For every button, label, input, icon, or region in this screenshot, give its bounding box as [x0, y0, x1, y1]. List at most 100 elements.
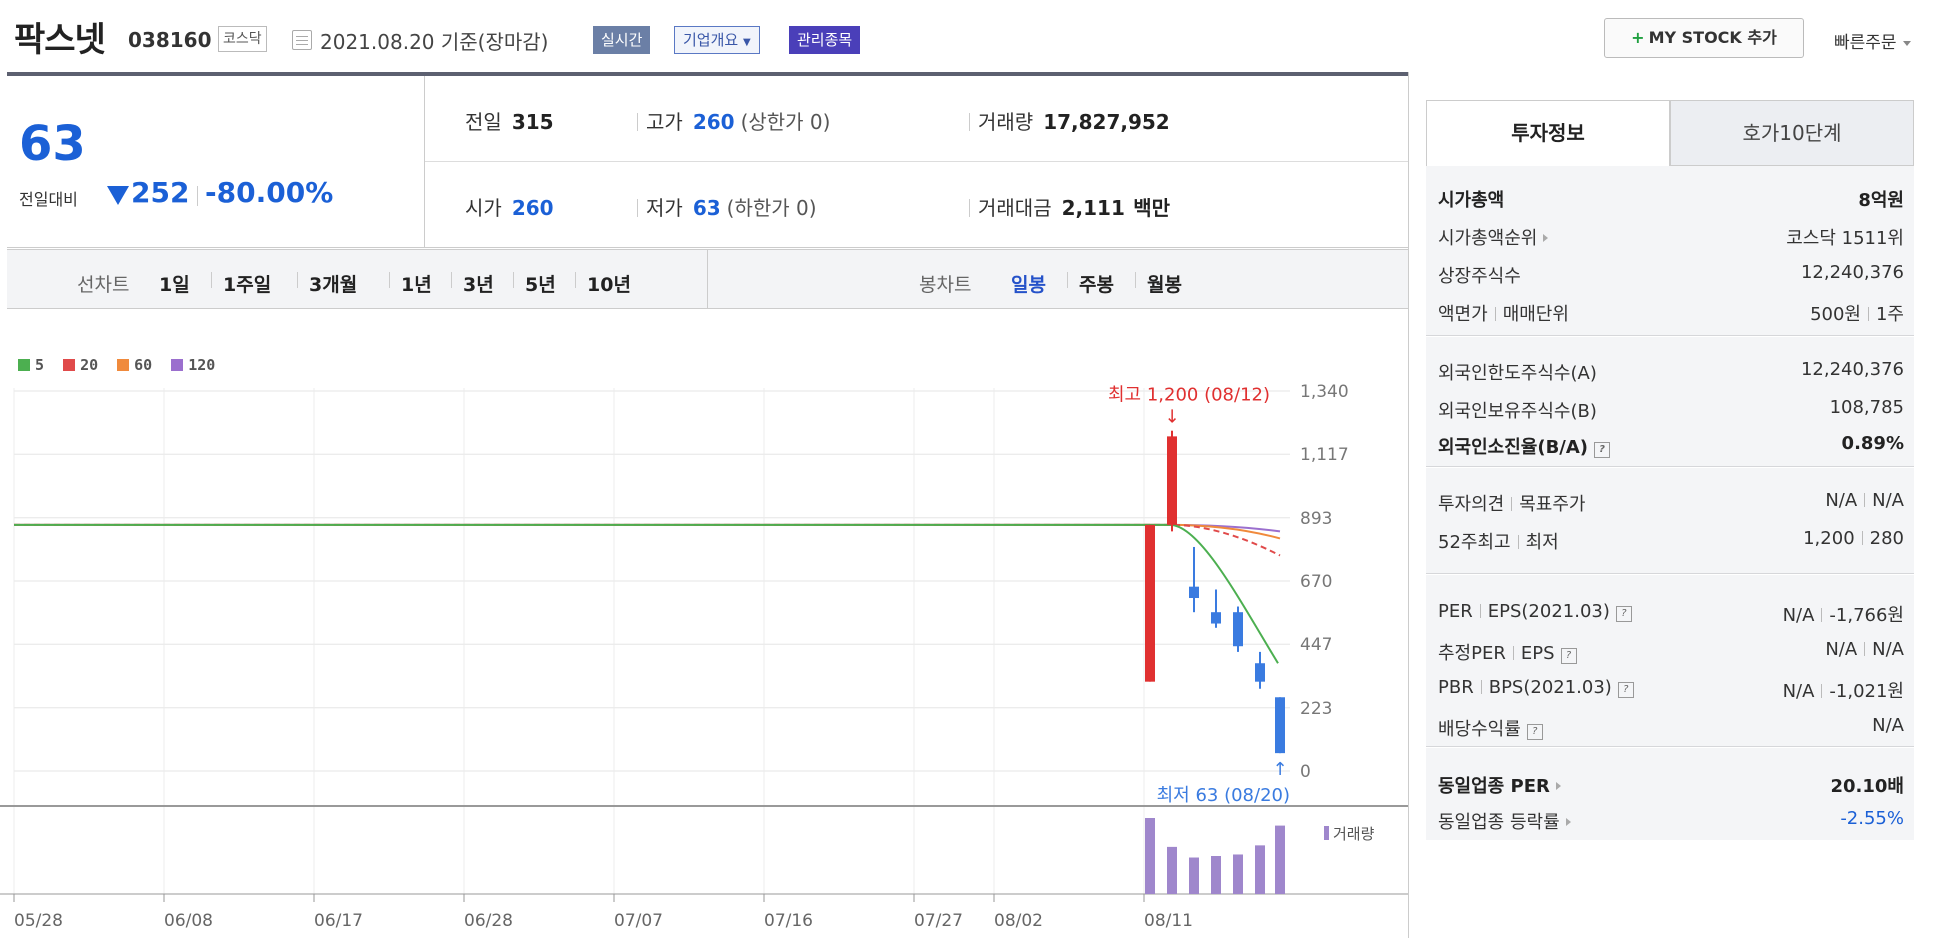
divider: [1861, 531, 1863, 545]
amount-label: 거래대금: [978, 196, 1052, 220]
change-label: 전일대비: [19, 190, 78, 209]
period-1w[interactable]: 1주일: [223, 274, 272, 296]
plus-icon: +: [1631, 28, 1645, 47]
bps-value: -1,021원: [1829, 681, 1904, 702]
caret-right-icon: [1555, 782, 1561, 790]
arrow-up-icon: ↑: [1272, 759, 1287, 780]
divider: [1821, 684, 1823, 698]
help-icon[interactable]: ?: [1560, 648, 1577, 664]
bps-label: BPS(2021.03): [1488, 677, 1612, 698]
candle-body: [1233, 612, 1243, 647]
x-tick-label: 06/28: [464, 911, 513, 931]
foreign-ratio-label: 외국인소진율(B/A): [1438, 437, 1589, 458]
volume-bar: [1167, 846, 1177, 894]
candle-body: [1211, 612, 1221, 624]
dividend-value: N/A: [1872, 715, 1904, 736]
sector-per-row[interactable]: 동일업종 PER 20.10배: [1438, 772, 1904, 810]
est-eps-value: N/A: [1872, 639, 1904, 660]
est-eps-label: EPS: [1520, 643, 1555, 664]
foreign-group: 외국인한도주식수(A) 12,240,376 외국인보유주식수(B) 108,785…: [1426, 337, 1914, 467]
help-icon[interactable]: ?: [1526, 724, 1543, 740]
sector-rate-row[interactable]: 동일업종 등락률 -2.55%: [1438, 808, 1904, 846]
dividend-row: 배당수익률? N/A: [1438, 715, 1904, 753]
divider: [513, 272, 514, 288]
market-badge: 코스닥: [218, 26, 267, 52]
divider: [1864, 493, 1866, 507]
sector-per-label: 동일업종 PER: [1438, 776, 1550, 797]
sector-rate-value: -2.55%: [1840, 808, 1904, 829]
divider: [211, 272, 212, 288]
est-per-label: 추정PER: [1438, 643, 1506, 664]
company-overview-dropdown[interactable]: 기업개요 ▼: [674, 26, 760, 54]
quick-order-dropdown[interactable]: 빠른주문: [1834, 28, 1911, 53]
high-label: 고가: [646, 110, 683, 134]
period-daily[interactable]: 일봉: [1011, 274, 1046, 296]
open-price: 시가 260: [465, 192, 554, 221]
divider: [1067, 272, 1068, 288]
divider: [707, 250, 708, 308]
divider: [451, 272, 452, 288]
amount-value: 2,111: [1061, 196, 1125, 220]
low-annotation: 최저 63 (08/20): [1157, 785, 1290, 806]
current-price-box: 63 전일대비 252 -80.00%: [7, 76, 425, 248]
realtime-button[interactable]: 실시간: [593, 26, 651, 54]
period-monthly[interactable]: 월봉: [1147, 274, 1182, 296]
stock-code: 038160: [128, 28, 212, 52]
low-price: 저가 63 (하한가 0): [637, 192, 817, 221]
add-my-stock-button[interactable]: + MY STOCK 추가: [1604, 18, 1804, 58]
add-my-stock-label: MY STOCK 추가: [1648, 28, 1777, 47]
managed-stock-badge[interactable]: 관리종목: [789, 26, 861, 54]
current-price: 63: [19, 116, 86, 172]
period-weekly[interactable]: 주봉: [1079, 274, 1114, 296]
foreign-hold-row: 외국인보유주식수(B) 108,785: [1438, 397, 1904, 435]
period-1y[interactable]: 1년: [401, 274, 432, 296]
x-tick-label: 06/17: [314, 911, 363, 931]
period-3y[interactable]: 3년: [463, 274, 494, 296]
chevron-down-icon: ▼: [742, 37, 751, 48]
calendar-icon: [292, 30, 312, 50]
volume-legend-label: 거래량: [1333, 825, 1375, 843]
investment-info: 시가총액 8억원 시가총액순위 코스닥 1511위 상장주식수 12,240,376 …: [1426, 166, 1914, 876]
divider: [637, 199, 638, 217]
period-1d[interactable]: 1일: [159, 274, 190, 296]
divider: [969, 113, 970, 131]
eps-label: EPS(2021.03): [1487, 601, 1610, 622]
opinion-row: 투자의견 목표주가 N/A N/A: [1438, 490, 1904, 528]
help-icon[interactable]: ?: [1617, 682, 1634, 698]
prev-close-value: 315: [511, 110, 554, 134]
target-value: N/A: [1872, 490, 1904, 511]
volume-value: 17,827,952: [1043, 110, 1170, 134]
divider: [969, 199, 970, 217]
tab-orderbook[interactable]: 호가10단계: [1670, 100, 1914, 166]
period-5y[interactable]: 5년: [525, 274, 556, 296]
tab-investment-info[interactable]: 투자정보: [1426, 100, 1670, 166]
divider: [1821, 608, 1823, 622]
y-tick-label: 1,117: [1300, 445, 1349, 465]
sector-rate-label: 동일업종 등락률: [1438, 812, 1560, 833]
x-tick-label: 05/28: [14, 911, 63, 931]
foreign-hold-label: 외국인보유주식수(B): [1438, 401, 1597, 422]
ma60-line: [14, 523, 1281, 540]
period-10y[interactable]: 10년: [587, 274, 631, 296]
cap-rank-row[interactable]: 시가총액순위 코스닥 1511위: [1438, 224, 1904, 262]
valuation-group: PER EPS(2021.03)? N/A -1,766원 추정PER EPS? N/A N…: [1426, 575, 1914, 747]
help-icon[interactable]: ?: [1615, 606, 1632, 622]
prev-close-label: 전일: [465, 110, 502, 134]
legend-swatch: [117, 359, 130, 371]
shares-label: 상장주식수: [1438, 266, 1521, 287]
y-tick-label: 223: [1300, 699, 1332, 719]
high-price: 고가 260 (상한가 0): [637, 106, 830, 135]
ma120-line: [14, 523, 1281, 533]
foreign-limit-value: 12,240,376: [1800, 359, 1904, 380]
unit-label: 매매단위: [1502, 304, 1569, 325]
divider: [575, 272, 576, 288]
period-3m[interactable]: 3개월: [309, 274, 358, 296]
volume-bar: [1211, 856, 1221, 894]
opinion-value: N/A: [1825, 490, 1858, 511]
base-date: 2021.08.20 기준(장마감): [320, 30, 549, 54]
candle-body: [1189, 586, 1199, 599]
x-tick-label: 07/07: [614, 911, 663, 931]
help-icon[interactable]: ?: [1594, 442, 1611, 458]
high-annotation: 최고 1,200 (08/12): [1108, 385, 1270, 406]
w52-low-label: 최저: [1525, 532, 1559, 553]
